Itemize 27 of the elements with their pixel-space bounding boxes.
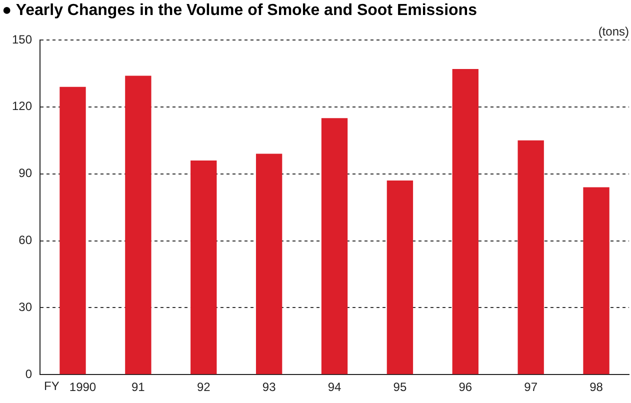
x-tick-label: 95 <box>393 380 407 394</box>
x-tick-label: 91 <box>132 380 146 394</box>
x-tick-label: 96 <box>458 380 472 394</box>
y-tick-label: 120 <box>12 99 32 114</box>
x-tick-label: 93 <box>262 380 276 394</box>
y-tick-label: 90 <box>18 166 32 180</box>
bar <box>386 180 414 374</box>
bar <box>452 69 478 374</box>
bar <box>190 160 217 374</box>
bar <box>60 86 86 374</box>
x-tick-label: 92 <box>196 380 211 394</box>
y-tick-label: 150 <box>12 32 32 46</box>
bar <box>256 154 282 374</box>
x-tick-label: 98 <box>590 380 604 394</box>
bar <box>125 76 152 374</box>
chart-title: ● Yearly Changes in the Volume of Smoke and Soot Emissions <box>1 1 478 21</box>
y-axis-title: (tons) <box>598 24 629 38</box>
y-tick-label: 30 <box>18 300 32 314</box>
x-axis-title: FY <box>44 378 60 393</box>
x-tick-label: 1990 <box>69 380 96 394</box>
bar <box>321 118 348 374</box>
x-tick-label: 97 <box>524 380 538 394</box>
bar <box>518 140 544 374</box>
y-tick-label: 60 <box>18 233 32 248</box>
y-tick-label: 0 <box>25 366 32 381</box>
bar <box>583 187 610 374</box>
x-tick-label: 94 <box>328 380 342 394</box>
